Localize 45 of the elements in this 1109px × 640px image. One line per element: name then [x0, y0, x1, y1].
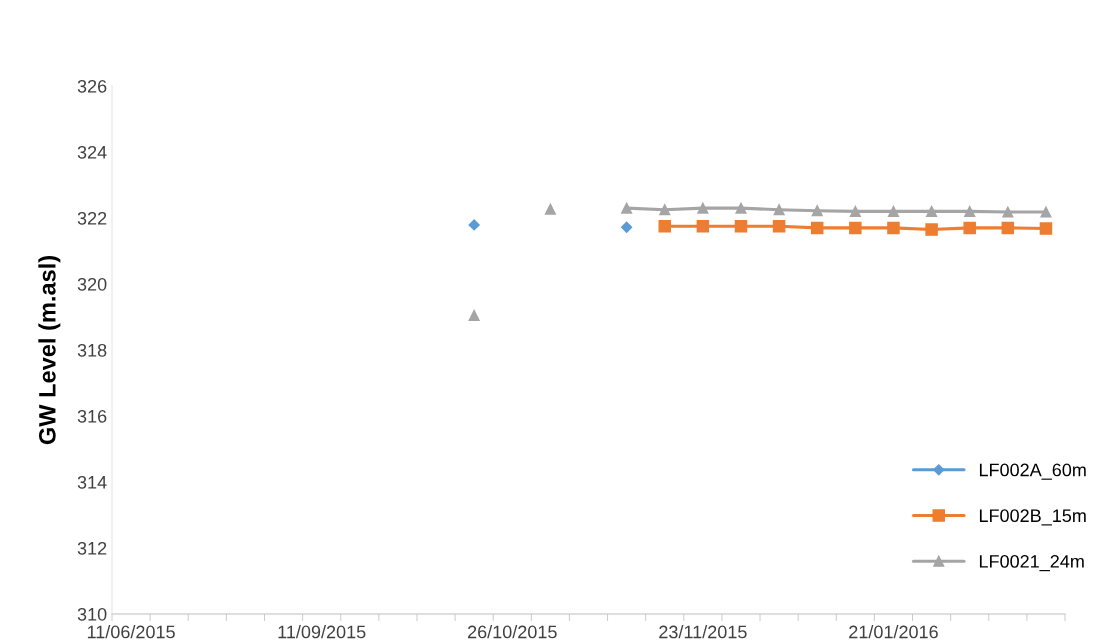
- x-tick-label: 23/11/2015: [659, 625, 747, 639]
- y-tick-label: 322: [77, 211, 107, 225]
- point: [621, 221, 633, 233]
- point: [772, 219, 786, 233]
- legend-label: LF002B_15m: [979, 509, 1086, 526]
- point: [887, 221, 900, 235]
- point: [696, 219, 710, 233]
- y-tick-label: 324: [77, 145, 107, 159]
- x-tick-label: 21/01/2016: [849, 625, 938, 639]
- point: [1002, 206, 1014, 218]
- y-tick-label: 310: [77, 607, 107, 621]
- point: [621, 202, 633, 214]
- point: [810, 221, 824, 235]
- y-tick-label: 314: [77, 475, 107, 489]
- point: [658, 219, 671, 233]
- x-tick-label: 26/10/2015: [467, 625, 557, 639]
- point: [811, 205, 823, 217]
- point: [468, 309, 480, 321]
- y-tick-label: 316: [77, 409, 107, 423]
- point: [963, 221, 976, 235]
- point: [544, 203, 556, 215]
- point: [887, 205, 900, 217]
- point: [926, 205, 938, 217]
- y-axis-title: GW Level (m.asl): [38, 256, 61, 445]
- point: [697, 202, 709, 214]
- y-tick-label: 318: [77, 343, 107, 357]
- point: [1040, 206, 1052, 218]
- point: [735, 202, 747, 214]
- x-tick-label: 11/09/2015: [278, 625, 366, 639]
- point: [1039, 222, 1053, 235]
- x-tick-label: 11/06/2015: [87, 625, 175, 639]
- y-tick-label: 326: [77, 79, 107, 93]
- point: [734, 219, 748, 233]
- point: [849, 205, 861, 217]
- point: [773, 204, 785, 216]
- legend-label: LF002A_60m: [979, 463, 1086, 480]
- point: [849, 221, 862, 235]
- point: [659, 204, 671, 216]
- point: [468, 219, 480, 231]
- point: [964, 205, 976, 217]
- legend-label: LF0021_24m: [979, 555, 1084, 572]
- y-tick-label: 320: [77, 277, 107, 291]
- y-tick-label: 312: [77, 541, 107, 555]
- point: [1001, 221, 1015, 235]
- point: [925, 223, 938, 236]
